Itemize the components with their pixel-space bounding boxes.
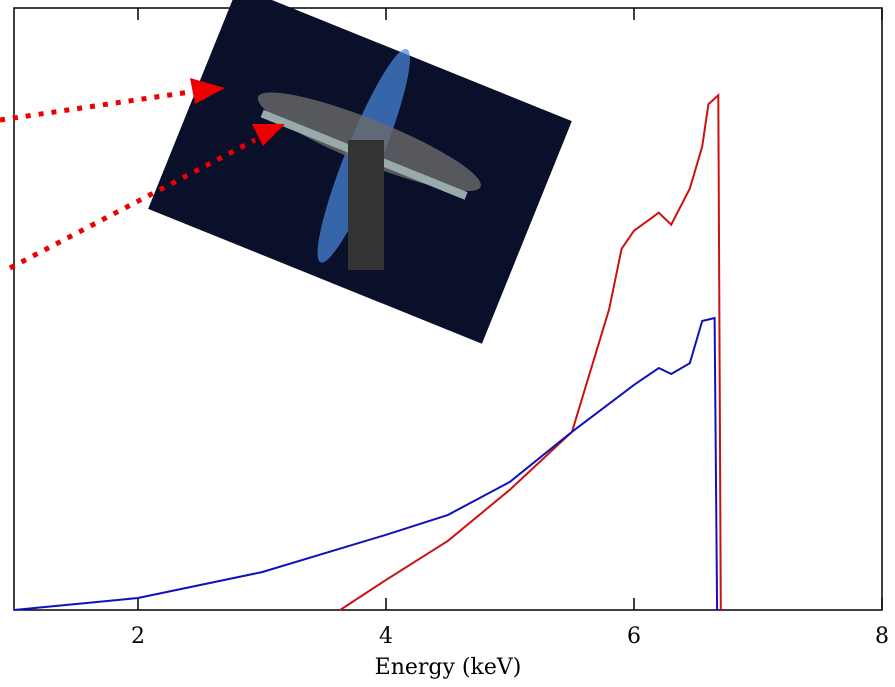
illustration [0, 0, 572, 344]
x-tick-label: 6 [627, 624, 641, 649]
plot-area [13, 93, 722, 611]
pointer [0, 89, 191, 123]
data-line [339, 93, 722, 611]
telescope [348, 140, 384, 270]
data-line [13, 316, 719, 611]
arrow-head [190, 78, 225, 104]
plot-frame [13, 7, 883, 611]
x-tick-label: 8 [875, 624, 889, 649]
x-axis-label: Energy (keV) [375, 655, 522, 680]
x-tick-label: 4 [379, 624, 393, 649]
arrow-head [252, 124, 285, 146]
x-tick-label: 2 [131, 624, 145, 649]
